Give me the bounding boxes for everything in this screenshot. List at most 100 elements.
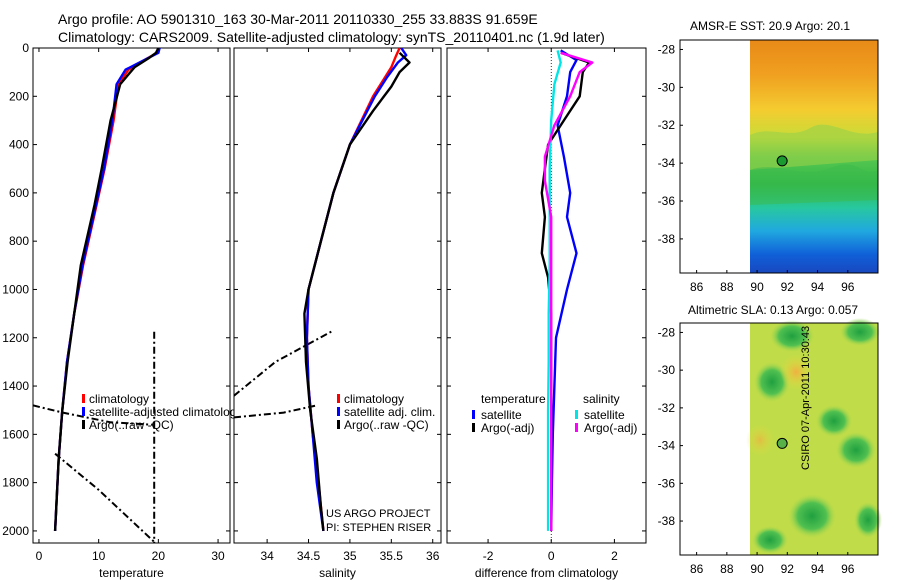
- profile-panel-difference-from-climatology: -2 0 2 difference from climatology temperatu…: [446, 47, 647, 580]
- sst-map-frame: [679, 39, 879, 274]
- y-tick-label: 0: [22, 41, 29, 55]
- legend-label: climatology: [344, 392, 404, 406]
- x-tick-label: 0: [548, 549, 555, 563]
- plot-frame: [446, 47, 647, 544]
- plot-area: [33, 48, 161, 543]
- argo-raw-line: [234, 329, 334, 397]
- y-tick-label: 800: [9, 234, 29, 248]
- figure-title-line1: Argo profile: AO 5901310_163 30-Mar-2011…: [58, 11, 538, 27]
- legend-title-temperature: temperature: [481, 392, 546, 406]
- legend-label: satellite: [481, 408, 522, 422]
- argo-raw-line: [234, 404, 318, 419]
- x-tick-label: 10: [92, 549, 106, 563]
- map-x-tick-label: 90: [750, 280, 764, 294]
- map-x-tick-label: 92: [781, 562, 795, 576]
- map-y-tick-label: -36: [658, 476, 676, 490]
- legend-swatch: [337, 420, 340, 429]
- figure-title-line2: Climatology: CARS2009. Satellite-adjuste…: [58, 29, 605, 45]
- map-x-tick-label: 86: [690, 562, 704, 576]
- x-axis-label: temperature: [99, 566, 164, 580]
- profile-panel-temperature: 0 10 20 30 0 200 400 600 800 1000 1200 1400 1600 1800…: [2, 41, 242, 580]
- legend-label: satellite-adjusted climatology: [89, 405, 242, 419]
- map-y-tick-label: -28: [658, 42, 676, 56]
- series-line-argo-raw-qc: [53, 48, 160, 531]
- legend: temperature salinitysatelliteArgo(-adj)sa…: [472, 392, 637, 435]
- series-line-satellite: [546, 50, 562, 531]
- x-axis-label: difference from climatology: [475, 566, 618, 580]
- sla-map: 86 88 90 92 94 96 -28 -30 -32 -34 -36 -38: [658, 318, 882, 576]
- y-tick-label: 1800: [2, 476, 29, 490]
- y-tick-label: 1000: [2, 282, 29, 296]
- legend-label: Argo(..raw -QC): [344, 418, 429, 432]
- map-x-tick-label: 94: [811, 280, 825, 294]
- plot-frame: [32, 47, 231, 544]
- plot-area: [234, 48, 411, 532]
- legend-label: satellite: [584, 408, 625, 422]
- legend-label: Argo(..raw -QC): [89, 418, 174, 432]
- legend-title-salinity: salinity: [583, 392, 620, 406]
- y-tick-label: 400: [9, 138, 29, 152]
- series-line-argo-adj: [543, 51, 594, 531]
- map-x-tick-label: 92: [781, 280, 795, 294]
- legend-label: Argo(-adj): [584, 421, 637, 435]
- map-x-tick-label: 94: [811, 562, 825, 576]
- x-tick-label: 20: [152, 549, 166, 563]
- sla-map-frame: [679, 322, 879, 556]
- map-y-tick-label: -34: [658, 439, 676, 453]
- legend-swatch: [472, 410, 475, 419]
- map-y-tick-label: -36: [658, 194, 676, 208]
- legend-label: climatology: [89, 392, 149, 406]
- legend-swatch: [472, 423, 475, 432]
- map-x-tick-label: 96: [841, 280, 855, 294]
- series-line-satellite: [550, 49, 578, 531]
- series-line-argo-raw-qc: [303, 51, 411, 532]
- x-tick-label: 34: [260, 549, 274, 563]
- map-y-tick-label: -38: [658, 514, 676, 528]
- map-y-tick-label: -34: [658, 156, 676, 170]
- x-axis-label: salinity: [319, 566, 356, 580]
- y-tick-label: 200: [9, 89, 29, 103]
- plot-area: [540, 48, 594, 543]
- x-tick-label: 36: [426, 549, 440, 563]
- legend-swatch: [575, 410, 578, 419]
- map-y-tick-label: -32: [658, 118, 676, 132]
- map-y-tick-label: -32: [658, 401, 676, 415]
- timestamp-label: CSIRO 07-Apr-2011 10:30:43: [800, 325, 812, 470]
- x-tick-label: 35: [343, 549, 357, 563]
- map-x-tick-label: 88: [720, 280, 734, 294]
- map-x-tick-label: 96: [841, 562, 855, 576]
- y-tick-label: 1400: [2, 379, 29, 393]
- legend-swatch: [82, 407, 85, 416]
- map-x-tick-label: 88: [720, 562, 734, 576]
- map-x-tick-label: 90: [750, 562, 764, 576]
- argo-raw-line: [54, 452, 157, 543]
- profile-panel-salinity: 34 34.5 35 35.5 36 salinity climatologysatelli…: [233, 47, 442, 580]
- sla-float-marker: [776, 437, 788, 449]
- sla-map-title: Altimetric SLA: 0.13 Argo: 0.057: [688, 303, 859, 317]
- project-credit: US ARGO PROJECT: [326, 508, 431, 520]
- sst-map: 86 88 90 92 94 96 -28 -30 -32 -34 -36 -38: [658, 39, 879, 294]
- x-tick-label: 2: [611, 549, 618, 563]
- legend-swatch: [337, 407, 340, 416]
- y-tick-label: 1200: [2, 331, 29, 345]
- x-tick-label: 35.5: [380, 549, 404, 563]
- y-tick-label: 600: [9, 186, 29, 200]
- legend-swatch: [82, 420, 85, 429]
- y-tick-label: 1600: [2, 427, 29, 441]
- map-y-tick-label: -38: [658, 232, 676, 246]
- y-tick-label: 2000: [2, 524, 29, 538]
- x-tick-label: -2: [483, 549, 494, 563]
- x-tick-label: 30: [211, 549, 225, 563]
- legend-label: satellite adj. clim.: [344, 405, 435, 419]
- argo-raw-line: [33, 404, 153, 426]
- map-x-tick-label: 86: [690, 280, 704, 294]
- legend-swatch: [575, 423, 578, 432]
- legend-label: Argo(-adj): [481, 421, 534, 435]
- map-y-tick-label: -30: [658, 363, 676, 377]
- x-tick-label: 34.5: [297, 549, 321, 563]
- map-y-tick-label: -28: [658, 325, 676, 339]
- map-y-tick-label: -30: [658, 80, 676, 94]
